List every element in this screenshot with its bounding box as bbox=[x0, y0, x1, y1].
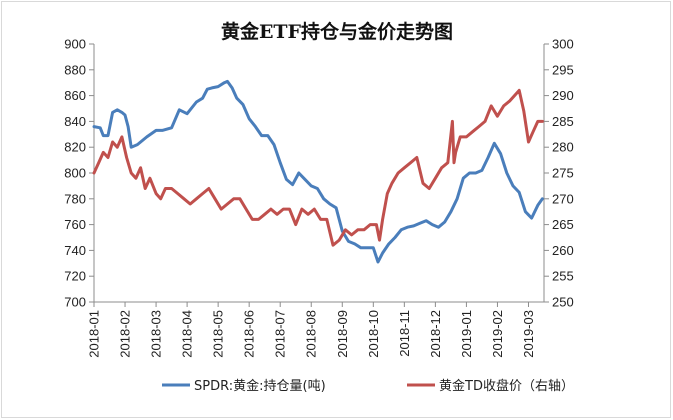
y-right-tick-label: 285 bbox=[552, 114, 574, 129]
y-right-tick-label: 295 bbox=[552, 62, 574, 77]
y-left-tick-label: 720 bbox=[64, 269, 86, 284]
y-right-tick-label: 265 bbox=[552, 217, 574, 232]
y-left-tick-label: 760 bbox=[64, 217, 86, 232]
x-tick-label: 2018-08 bbox=[304, 310, 319, 358]
y-left-tick-label: 700 bbox=[64, 295, 86, 310]
x-tick-label: 2018-01 bbox=[87, 310, 102, 358]
y-left-tick-label: 860 bbox=[64, 88, 86, 103]
y-right-tick-label: 260 bbox=[552, 243, 574, 258]
y-left-tick-label: 780 bbox=[64, 191, 86, 206]
y-right-tick-label: 255 bbox=[552, 269, 574, 284]
y-left-tick-label: 740 bbox=[64, 243, 86, 258]
x-tick-label: 2018-03 bbox=[149, 310, 164, 358]
legend: SPDR:黄金:持仓量(吨) 黄金TD收盘价（右轴） bbox=[162, 378, 574, 394]
x-tick-label: 2019-03 bbox=[521, 310, 536, 358]
x-tick-label: 2018-05 bbox=[211, 310, 226, 358]
x-tick-label: 2018-02 bbox=[118, 310, 133, 358]
y-right-tick-label: 290 bbox=[552, 88, 574, 103]
series-line-gold-td-price bbox=[92, 88, 544, 247]
y-right-tick-label: 300 bbox=[552, 37, 574, 52]
y-left-tick-label: 820 bbox=[64, 140, 86, 155]
x-tick-label: 2019-01 bbox=[459, 310, 474, 358]
x-tick-label: 2018-07 bbox=[273, 310, 288, 358]
axes-group: 700 720 740 760 780 800 820 840 860 880 900 250 255 2… bbox=[64, 37, 573, 358]
y-right-tick-label: 270 bbox=[552, 191, 574, 206]
x-tick-label: 2018-12 bbox=[428, 310, 443, 358]
y-right-tick-label: 250 bbox=[552, 295, 574, 310]
y-left-tick-label: 840 bbox=[64, 114, 86, 129]
y-left-tick-label: 800 bbox=[64, 166, 86, 181]
x-tick-label: 2018-11 bbox=[397, 310, 412, 357]
series-line-spdr-holdings bbox=[92, 79, 544, 264]
x-tick-label: 2019-02 bbox=[490, 310, 505, 358]
legend-entry-gold-td-label: 黄金TD收盘价（右轴） bbox=[439, 378, 574, 394]
x-tick-label: 2018-09 bbox=[335, 310, 350, 358]
y-right-tick-label: 275 bbox=[552, 166, 574, 181]
x-tick-label: 2018-10 bbox=[366, 310, 381, 358]
y-left-tick-label: 880 bbox=[64, 62, 86, 77]
legend-entry-spdr-label: SPDR:黄金:持仓量(吨) bbox=[194, 378, 326, 394]
x-tick-label: 2018-06 bbox=[242, 310, 257, 358]
chart-title: 黄金ETF持仓与金价走势图 bbox=[221, 20, 453, 43]
y-left-tick-label: 900 bbox=[64, 37, 86, 52]
y-right-tick-label: 280 bbox=[552, 140, 574, 155]
x-tick-label: 2018-04 bbox=[180, 310, 195, 358]
series-layer bbox=[92, 79, 544, 264]
